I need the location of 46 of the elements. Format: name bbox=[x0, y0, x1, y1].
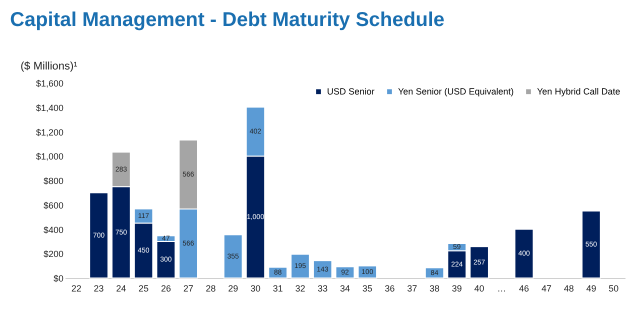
bar bbox=[89, 192, 108, 278]
bar bbox=[470, 246, 489, 278]
x-tick-label: 31 bbox=[272, 284, 283, 294]
y-tick-label: $1,200 bbox=[36, 127, 64, 138]
x-tick-label: 32 bbox=[295, 284, 306, 294]
x-tick-label: 38 bbox=[430, 284, 440, 294]
x-tick-label: 46 bbox=[519, 284, 530, 294]
x-tick-label: 36 bbox=[384, 284, 395, 294]
bar bbox=[223, 234, 243, 278]
x-tick-label: … bbox=[497, 284, 506, 294]
x-tick-label: 37 bbox=[407, 284, 418, 294]
x-tick-label: 47 bbox=[541, 284, 552, 294]
y-tick-label: $200 bbox=[43, 249, 64, 260]
y-tick-label: $1,400 bbox=[36, 102, 64, 113]
legend-label: Yen Senior (USD Equivalent) bbox=[398, 86, 514, 97]
x-tick-label: 33 bbox=[318, 284, 328, 294]
x-tick-label: 50 bbox=[608, 284, 619, 294]
x-tick-label: 28 bbox=[206, 284, 216, 294]
bar bbox=[514, 228, 534, 278]
x-tick-label: 29 bbox=[228, 284, 238, 294]
y-tick-label: $1,000 bbox=[36, 152, 64, 162]
x-tick-label: 39 bbox=[452, 284, 462, 294]
x-tick-label: 35 bbox=[362, 284, 372, 294]
x-tick-label: 27 bbox=[183, 284, 194, 294]
x-tick-label: 25 bbox=[138, 284, 149, 294]
bar bbox=[290, 254, 310, 278]
x-tick-label: 26 bbox=[160, 284, 171, 294]
bar bbox=[582, 210, 601, 278]
bar bbox=[312, 260, 332, 278]
y-tick-label: $600 bbox=[43, 200, 64, 210]
x-tick-label: 49 bbox=[586, 284, 596, 294]
x-tick-label: 23 bbox=[94, 284, 104, 294]
x-tick-label: 22 bbox=[71, 284, 82, 294]
y-tick-label: $0 bbox=[53, 274, 64, 284]
x-tick-label: 34 bbox=[340, 284, 350, 294]
y-axis-title: ($ Millions)¹ bbox=[20, 60, 78, 72]
y-tick-label: $800 bbox=[43, 176, 64, 186]
y-tick-label: $400 bbox=[43, 224, 64, 235]
x-tick-label: 24 bbox=[116, 284, 126, 294]
x-tick-label: 48 bbox=[564, 284, 574, 294]
y-tick-label: $1,600 bbox=[36, 78, 64, 88]
legend-label: USD Senior bbox=[327, 86, 375, 97]
x-tick-label: 40 bbox=[474, 284, 484, 294]
chart-title: Capital Management - Debt Maturity Schedule bbox=[10, 9, 445, 31]
legend-label: Yen Hybrid Call Date bbox=[537, 86, 620, 97]
x-tick-label: 30 bbox=[250, 284, 260, 294]
